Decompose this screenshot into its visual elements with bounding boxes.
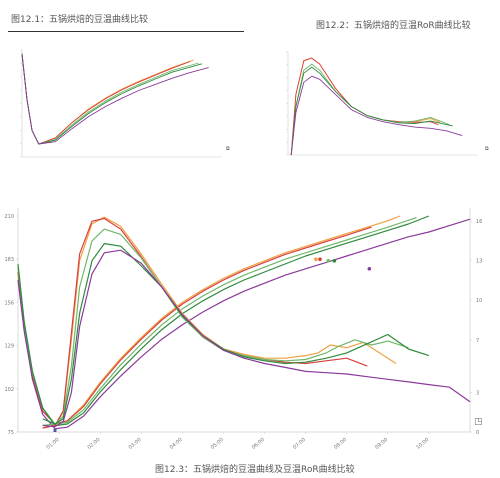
bean-temp-line-lime: [18, 218, 417, 424]
svg-text:03:00: 03:00: [128, 437, 143, 451]
y-right-tick: 0: [470, 430, 479, 436]
y-right-tick: 16: [470, 219, 482, 225]
svg-text:0: 0: [476, 430, 479, 436]
svg-text:10: 10: [476, 298, 482, 304]
svg-text:08:00: 08:00: [333, 437, 348, 451]
x-tick: 09:00: [374, 432, 389, 451]
first-crack-marker-red: [318, 257, 322, 261]
first-crack-marker-lime: [326, 259, 330, 263]
y-right-tick: 3: [470, 390, 479, 396]
x-tick: 08:00: [333, 432, 348, 451]
ror-line-orange: [43, 217, 396, 428]
svg-text:16: 16: [476, 219, 482, 225]
svg-text:210: 210: [4, 214, 14, 220]
x-tick: 03:00: [128, 432, 143, 451]
svg-text:05:00: 05:00: [210, 437, 225, 451]
bean-temp-line-green: [18, 216, 429, 426]
svg-text:04:00: 04:00: [169, 437, 184, 451]
y-left-tick: 183: [4, 257, 18, 263]
x-tick: 06:00: [251, 432, 266, 451]
bean-temp-line-orange: [18, 216, 400, 424]
x-tick: 07:00: [292, 432, 307, 451]
svg-text:06:00: 06:00: [251, 437, 266, 451]
svg-text:129: 129: [4, 344, 14, 350]
y-right-tick: 7: [470, 338, 479, 344]
svg-text:13: 13: [476, 259, 482, 265]
x-tick: 01:00: [45, 432, 60, 451]
corner-icon-fig1: ⧉: [226, 146, 230, 152]
first-crack-marker-purple: [368, 267, 372, 271]
svg-text:183: 183: [4, 257, 14, 263]
x-tick: 10:00: [415, 432, 430, 451]
x-tick: 05:00: [210, 432, 225, 451]
svg-text:7: 7: [476, 338, 479, 344]
y-left-tick: 75: [8, 430, 18, 436]
ror-line-purple: [43, 250, 470, 427]
y-right-tick: 10: [470, 298, 482, 304]
svg-text:102: 102: [4, 387, 14, 393]
svg-text:01:00: 01:00: [45, 437, 60, 451]
svg-text:09:00: 09:00: [374, 437, 389, 451]
y-left-tick: 210: [4, 214, 18, 220]
first-crack-marker-green: [333, 259, 337, 263]
x-tick: 02:00: [87, 432, 102, 451]
svg-text:07:00: 07:00: [292, 437, 307, 451]
y-left-tick: 156: [4, 300, 18, 306]
first-crack-marker-orange: [314, 257, 318, 261]
svg-text:3: 3: [476, 390, 479, 396]
corner-icon-fig3: ◳: [474, 417, 483, 427]
bean-temp-line-purple: [18, 219, 470, 429]
corner-icon-fig2: ⧉: [485, 146, 489, 152]
y-left-tick: 102: [4, 387, 18, 393]
svg-text:156: 156: [4, 300, 14, 306]
turning-point-marker: [53, 429, 56, 432]
svg-text:02:00: 02:00: [87, 437, 102, 451]
y-left-tick: 129: [4, 344, 18, 350]
svg-text:10:00: 10:00: [415, 437, 430, 451]
svg-text:75: 75: [8, 430, 14, 436]
x-tick: 04:00: [169, 432, 184, 451]
y-right-tick: 13: [470, 259, 482, 265]
